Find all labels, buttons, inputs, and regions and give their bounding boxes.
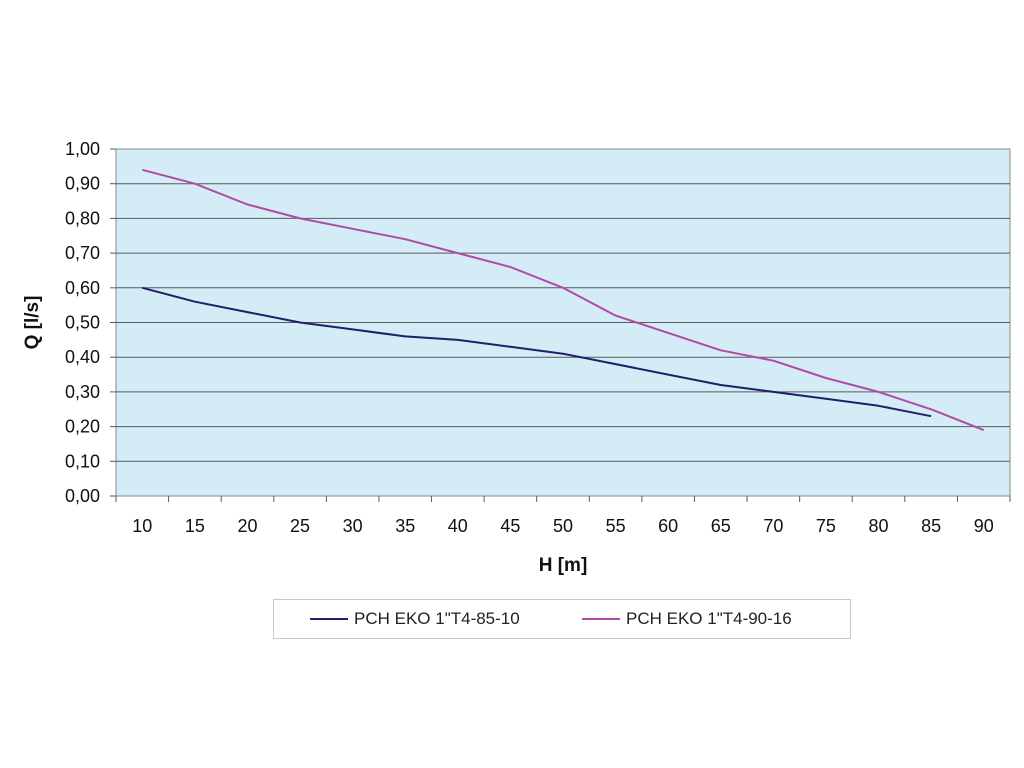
x-tick-label: 70 (763, 516, 783, 536)
y-tick-label: 0,30 (65, 382, 100, 402)
y-tick-label: 0,40 (65, 347, 100, 367)
y-tick-label: 0,70 (65, 243, 100, 263)
x-tick-label: 45 (500, 516, 520, 536)
y-axis-title: Q [l/s] (22, 296, 43, 350)
x-tick-label: 35 (395, 516, 415, 536)
y-tick-label: 0,00 (65, 486, 100, 506)
legend-label-series-1: PCH EKO 1"T4-85-10 (354, 609, 520, 628)
x-tick-label: 50 (553, 516, 573, 536)
y-tick-label: 0,60 (65, 278, 100, 298)
x-tick-label: 65 (711, 516, 731, 536)
x-tick-label: 20 (237, 516, 257, 536)
y-axis-ticks: 0,00 0,10 0,20 0,30 0,40 0,50 0,60 0,70 0,80 0,90… (65, 139, 116, 506)
series-lines (142, 168, 985, 432)
series-line-1 (142, 286, 932, 418)
x-tick-label: 15 (185, 516, 205, 536)
x-tick-label: 90 (974, 516, 994, 536)
x-tick-label: 30 (343, 516, 363, 536)
y-tick-label: 0,80 (65, 208, 100, 228)
y-tick-label: 0,50 (65, 313, 100, 333)
x-tick-label: 10 (132, 516, 152, 536)
x-axis-ticks: 10 15 20 25 30 35 40 45 50 55 60 65 70 75 80 85 90 (115, 496, 1011, 536)
y-tick-label: 1,00 (65, 139, 100, 159)
x-axis-title: H [m] (539, 555, 588, 576)
legend-item-series-1: PCH EKO 1"T4-85-10 (310, 600, 520, 638)
y-tick-label: 0,20 (65, 417, 100, 437)
x-tick-label: 55 (606, 516, 626, 536)
x-tick-label: 75 (816, 516, 836, 536)
x-tick-label: 60 (658, 516, 678, 536)
chart-legend: PCH EKO 1"T4-85-10 PCH EKO 1"T4-90-16 (273, 599, 851, 639)
y-tick-label: 0,90 (65, 174, 100, 194)
y-tick-label: 0,10 (65, 451, 100, 471)
x-tick-label: 85 (921, 516, 941, 536)
legend-item-series-2: PCH EKO 1"T4-90-16 (582, 600, 792, 638)
x-tick-label: 25 (290, 516, 310, 536)
x-tick-label: 80 (869, 516, 889, 536)
legend-swatch-series-2 (582, 618, 620, 620)
legend-swatch-series-1 (310, 618, 348, 620)
x-tick-label: 40 (448, 516, 468, 536)
series-line-2 (142, 168, 985, 432)
legend-label-series-2: PCH EKO 1"T4-90-16 (626, 609, 792, 628)
